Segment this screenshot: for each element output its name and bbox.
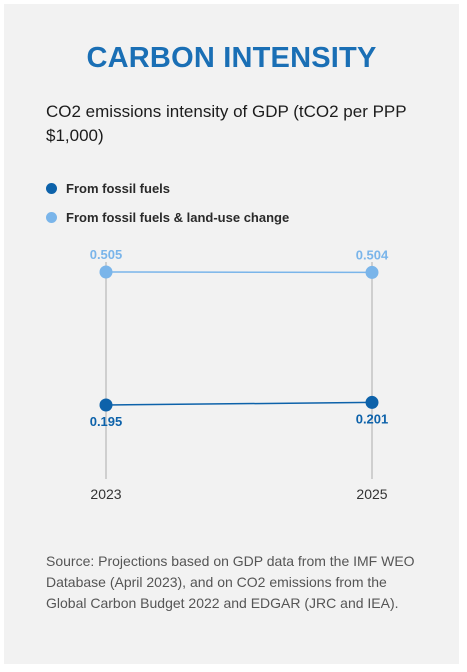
x-tick-label-2023: 2023	[90, 486, 121, 502]
data-point-land-use-2023	[99, 265, 113, 279]
data-point-land-use-2025	[365, 265, 379, 279]
legend-item-land-use: From fossil fuels & land-use change	[46, 208, 289, 226]
series-line-fossil-fuels	[105, 401, 373, 406]
legend-marker-land-use	[46, 211, 57, 223]
chart-title: CARBON INTENSITY	[86, 42, 377, 74]
x-tick-label-2025: 2025	[356, 486, 387, 502]
data-label-fossil-fuels-2025: 0.201	[356, 411, 389, 426]
legend-label-land-use: From fossil fuels & land-use change	[66, 209, 290, 225]
data-point-fossil-fuels-2025	[365, 395, 379, 409]
legend-item-fossil-fuels: From fossil fuels	[46, 179, 170, 197]
data-label-land-use-2023: 0.505	[90, 247, 123, 262]
data-label-fossil-fuels-2023: 0.195	[90, 414, 123, 429]
data-label-land-use-2025: 0.504	[356, 247, 389, 262]
legend-marker-fossil-fuels	[46, 182, 57, 194]
legend-label-fossil-fuels: From fossil fuels	[66, 180, 171, 196]
chart-plot: 2023 2025 0.505 0.504 0.195 0.201	[90, 247, 389, 502]
data-point-fossil-fuels-2023	[99, 398, 113, 412]
chart-card: CARBON INTENSITY CO2 emissions intensity…	[4, 4, 459, 664]
chart-subtitle: CO2 emissions intensity of GDP (tCO2 per…	[46, 102, 407, 145]
source-note: Source: Projections based on GDP data fr…	[46, 553, 415, 611]
